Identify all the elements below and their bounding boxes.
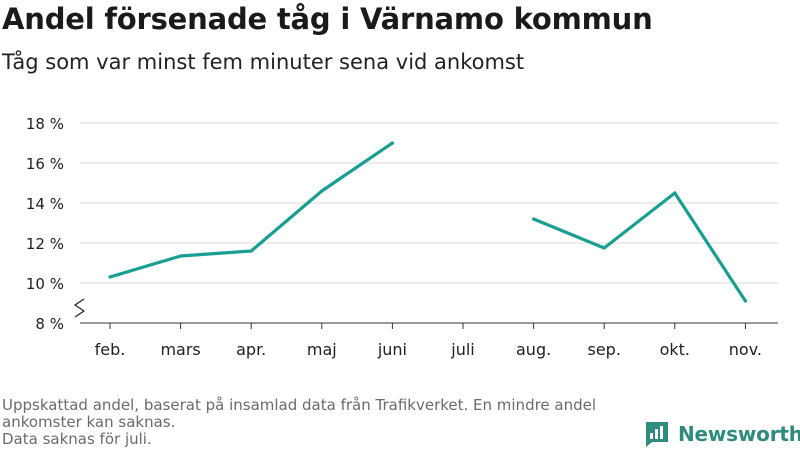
x-tick-label: aug. [516, 340, 551, 359]
source-note: Uppskattad andel, baserat på insamlad da… [2, 397, 642, 448]
source-note-line-1: Uppskattad andel, baserat på insamlad da… [2, 396, 597, 414]
x-tick-label: juni [377, 340, 407, 359]
y-tick-label: 10 % [26, 275, 64, 293]
data-point [320, 189, 324, 193]
x-tick-label: maj [307, 340, 337, 359]
data-point [390, 141, 394, 145]
data-point [673, 191, 677, 195]
y-axis-tick-labels: 8 % 10 % 12 % 14 % 16 % 18 % [26, 115, 64, 333]
x-tick-label: mars [160, 340, 200, 359]
y-tick-label: 18 % [26, 115, 64, 133]
x-tick-label: sep. [587, 340, 620, 359]
source-note-line-2: ankomster kan saknas. [2, 413, 176, 431]
data-point [249, 249, 253, 253]
data-point [743, 299, 748, 303]
data-point [532, 217, 536, 221]
y-tick-label: 16 % [26, 155, 64, 173]
series-line-segment [532, 191, 747, 302]
x-axis [80, 322, 778, 329]
source-note-line-3: Data saknas för juli. [2, 430, 152, 448]
axis-break-zigzag [73, 298, 86, 318]
y-axis-break-icon [73, 298, 86, 318]
gridlines [80, 122, 778, 284]
y-tick-label: 8 % [35, 315, 64, 333]
y-tick-label: 14 % [26, 195, 64, 213]
x-axis-tick-labels: feb. mars apr. maj juni juli aug. sep. okt. nov. [95, 340, 762, 359]
newsworthy-logo: Newsworthy [644, 419, 800, 449]
x-tick-label: feb. [95, 340, 126, 359]
chart-title: Andel försenade tåg i Värnamo kommun [2, 2, 653, 36]
x-tick-label: okt. [660, 340, 690, 359]
data-point [108, 275, 112, 279]
brand-name: Newsworthy [678, 422, 800, 446]
x-tick-label: apr. [236, 340, 266, 359]
x-tick-label: juli [450, 340, 474, 359]
data-point [179, 254, 183, 258]
data-point [602, 246, 606, 250]
bar-chart-logo-icon [646, 422, 668, 447]
chart-subtitle: Tåg som var minst fem minuter sena vid a… [2, 50, 525, 74]
x-tick-label: nov. [729, 340, 762, 359]
y-tick-label: 12 % [26, 235, 64, 253]
series-layer [108, 141, 748, 303]
